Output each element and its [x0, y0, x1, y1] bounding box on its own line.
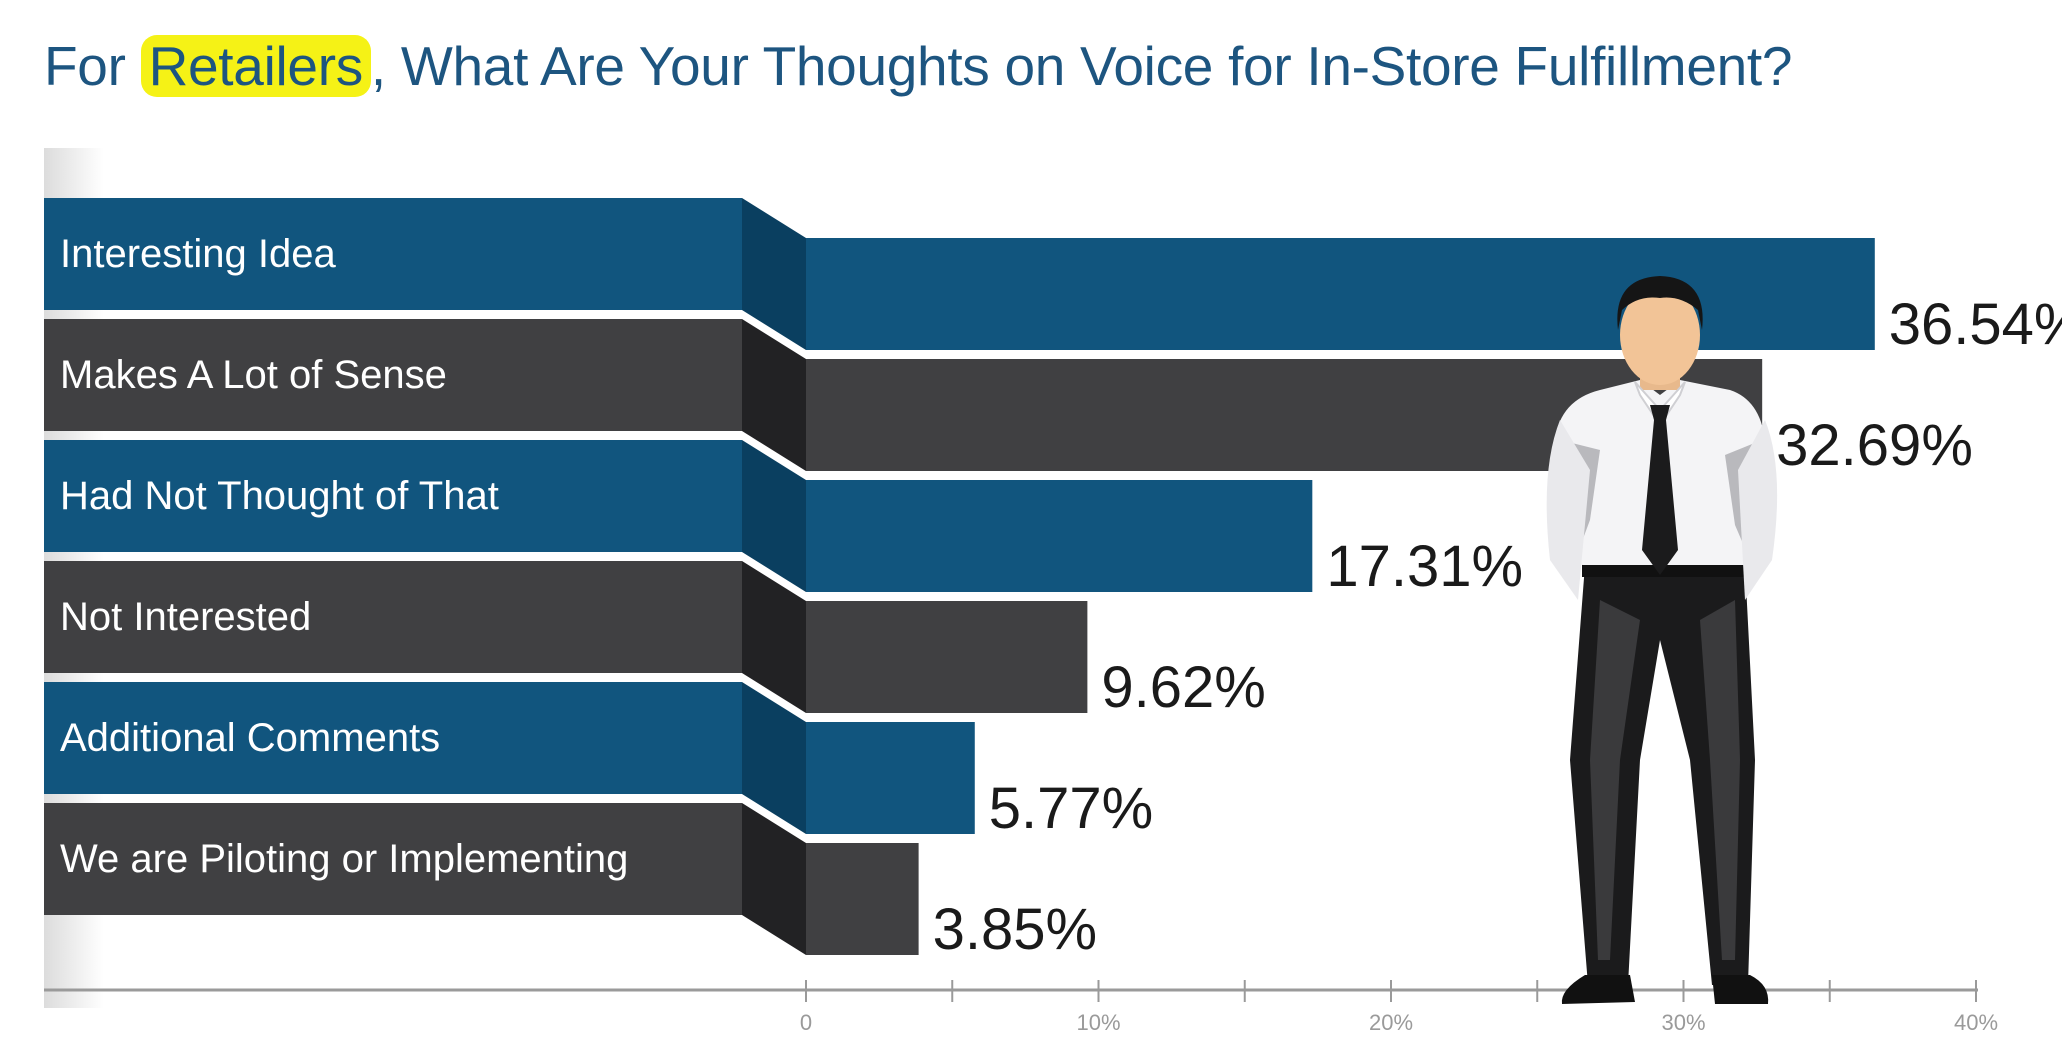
- right-arm: [1738, 420, 1778, 600]
- category-label: Not Interested: [60, 595, 311, 639]
- value-label: 32.69%: [1776, 413, 1973, 478]
- category-label: We are Piloting or Implementing: [60, 837, 628, 881]
- x-tick-label: 0: [800, 1010, 812, 1035]
- category-label: Interesting Idea: [60, 232, 336, 276]
- value-label: 5.77%: [989, 776, 1153, 841]
- tie: [1642, 405, 1678, 575]
- left-arm: [1546, 420, 1590, 600]
- value-label: 3.85%: [933, 897, 1097, 962]
- bar: [806, 843, 919, 955]
- x-tick-label: 20%: [1369, 1010, 1413, 1035]
- x-tick-label: 40%: [1954, 1010, 1998, 1035]
- left-shoe: [1561, 975, 1635, 1004]
- trouser-shade-right: [1700, 600, 1740, 960]
- right-shoe: [1712, 975, 1769, 1004]
- category-band: [44, 682, 742, 794]
- category-label: Makes A Lot of Sense: [60, 353, 447, 397]
- trouser-shade: [1590, 600, 1640, 960]
- bar-connector: [742, 561, 806, 713]
- title-suffix: , What Are Your Thoughts on Voice for In…: [370, 35, 1793, 97]
- businessman-illustration: [1546, 276, 1778, 1004]
- bars: Interesting Idea 36.54% Makes A Lot of Sen…: [44, 198, 2062, 962]
- title-highlight: Retailers: [140, 35, 371, 97]
- category-label: Additional Comments: [60, 716, 440, 760]
- category-band: [44, 198, 742, 310]
- bar: [806, 238, 1875, 350]
- title-prefix: For: [44, 35, 141, 97]
- category-label: Had Not Thought of That: [60, 474, 499, 518]
- x-axis: 0 10% 20% 30% 40%: [44, 980, 1998, 1035]
- bar: [806, 480, 1313, 592]
- bar: [806, 722, 975, 834]
- hair: [1617, 276, 1703, 330]
- category-band: [44, 803, 742, 915]
- bar-connector: [742, 682, 806, 834]
- bar-connector: [742, 198, 806, 350]
- chart-title: For Retailers, What Are Your Thoughts on…: [44, 34, 1792, 98]
- bar: [806, 601, 1088, 713]
- category-band: [44, 440, 742, 552]
- bar-connector: [742, 440, 806, 592]
- value-label: 36.54%: [1889, 292, 2062, 357]
- category-band: [44, 319, 742, 431]
- x-tick-label: 30%: [1661, 1010, 1705, 1035]
- bar-connector: [742, 319, 806, 471]
- face: [1620, 285, 1700, 385]
- x-tick-label: 10%: [1076, 1010, 1120, 1035]
- bar-connector: [742, 803, 806, 955]
- value-label: 17.31%: [1326, 534, 1523, 599]
- category-band: [44, 561, 742, 673]
- value-label: 9.62%: [1101, 655, 1265, 720]
